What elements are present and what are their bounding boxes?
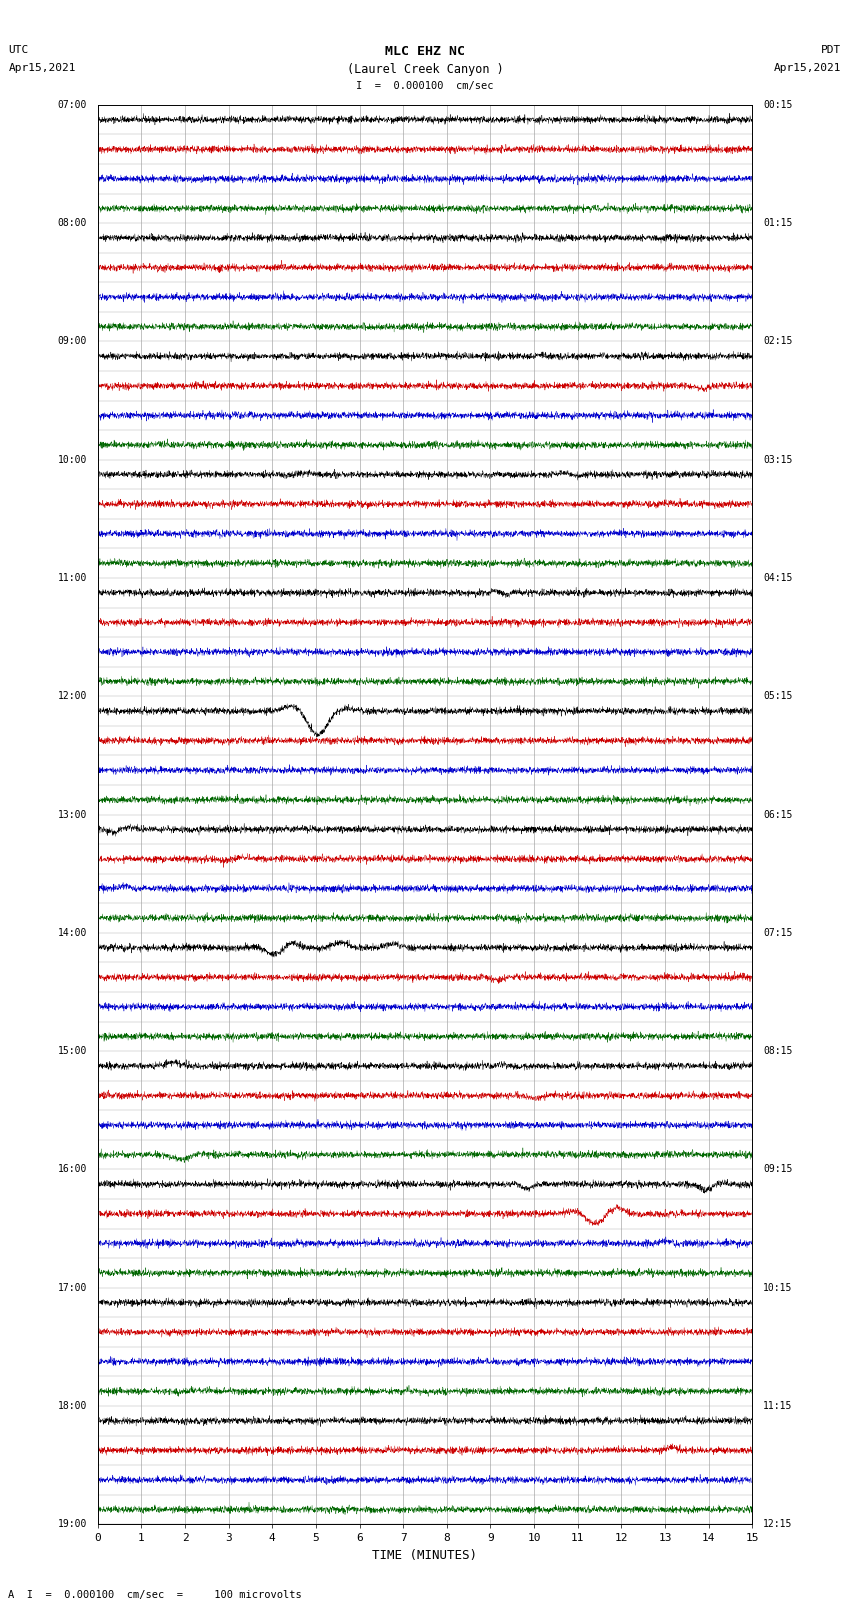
- Text: MLC EHZ NC: MLC EHZ NC: [385, 45, 465, 58]
- Text: 05:15: 05:15: [763, 692, 792, 702]
- Text: 10:00: 10:00: [58, 455, 87, 465]
- Text: 14:00: 14:00: [58, 927, 87, 937]
- Text: A  I  =  0.000100  cm/sec  =     100 microvolts: A I = 0.000100 cm/sec = 100 microvolts: [8, 1590, 303, 1600]
- Text: I  =  0.000100  cm/sec: I = 0.000100 cm/sec: [356, 81, 494, 90]
- Text: 12:00: 12:00: [58, 692, 87, 702]
- Text: 01:15: 01:15: [763, 218, 792, 227]
- Text: 15:00: 15:00: [58, 1047, 87, 1057]
- Text: 08:00: 08:00: [58, 218, 87, 227]
- Text: 00:15: 00:15: [763, 100, 792, 110]
- Text: 13:00: 13:00: [58, 810, 87, 819]
- Text: 12:15: 12:15: [763, 1519, 792, 1529]
- Text: 10:15: 10:15: [763, 1282, 792, 1292]
- Text: 07:15: 07:15: [763, 927, 792, 937]
- Text: UTC: UTC: [8, 45, 29, 55]
- Text: 09:15: 09:15: [763, 1165, 792, 1174]
- Text: 16:00: 16:00: [58, 1165, 87, 1174]
- Text: Apr15,2021: Apr15,2021: [774, 63, 842, 73]
- Text: 08:15: 08:15: [763, 1047, 792, 1057]
- Text: 19:00: 19:00: [58, 1519, 87, 1529]
- Text: 11:15: 11:15: [763, 1402, 792, 1411]
- Text: 04:15: 04:15: [763, 573, 792, 582]
- Text: PDT: PDT: [821, 45, 842, 55]
- Text: Apr15,2021: Apr15,2021: [8, 63, 76, 73]
- Text: 17:00: 17:00: [58, 1282, 87, 1292]
- Text: 03:15: 03:15: [763, 455, 792, 465]
- Text: (Laurel Creek Canyon ): (Laurel Creek Canyon ): [347, 63, 503, 76]
- X-axis label: TIME (MINUTES): TIME (MINUTES): [372, 1548, 478, 1561]
- Text: 09:00: 09:00: [58, 337, 87, 347]
- Text: 07:00: 07:00: [58, 100, 87, 110]
- Text: 18:00: 18:00: [58, 1402, 87, 1411]
- Text: 06:15: 06:15: [763, 810, 792, 819]
- Text: 11:00: 11:00: [58, 573, 87, 582]
- Text: 02:15: 02:15: [763, 337, 792, 347]
